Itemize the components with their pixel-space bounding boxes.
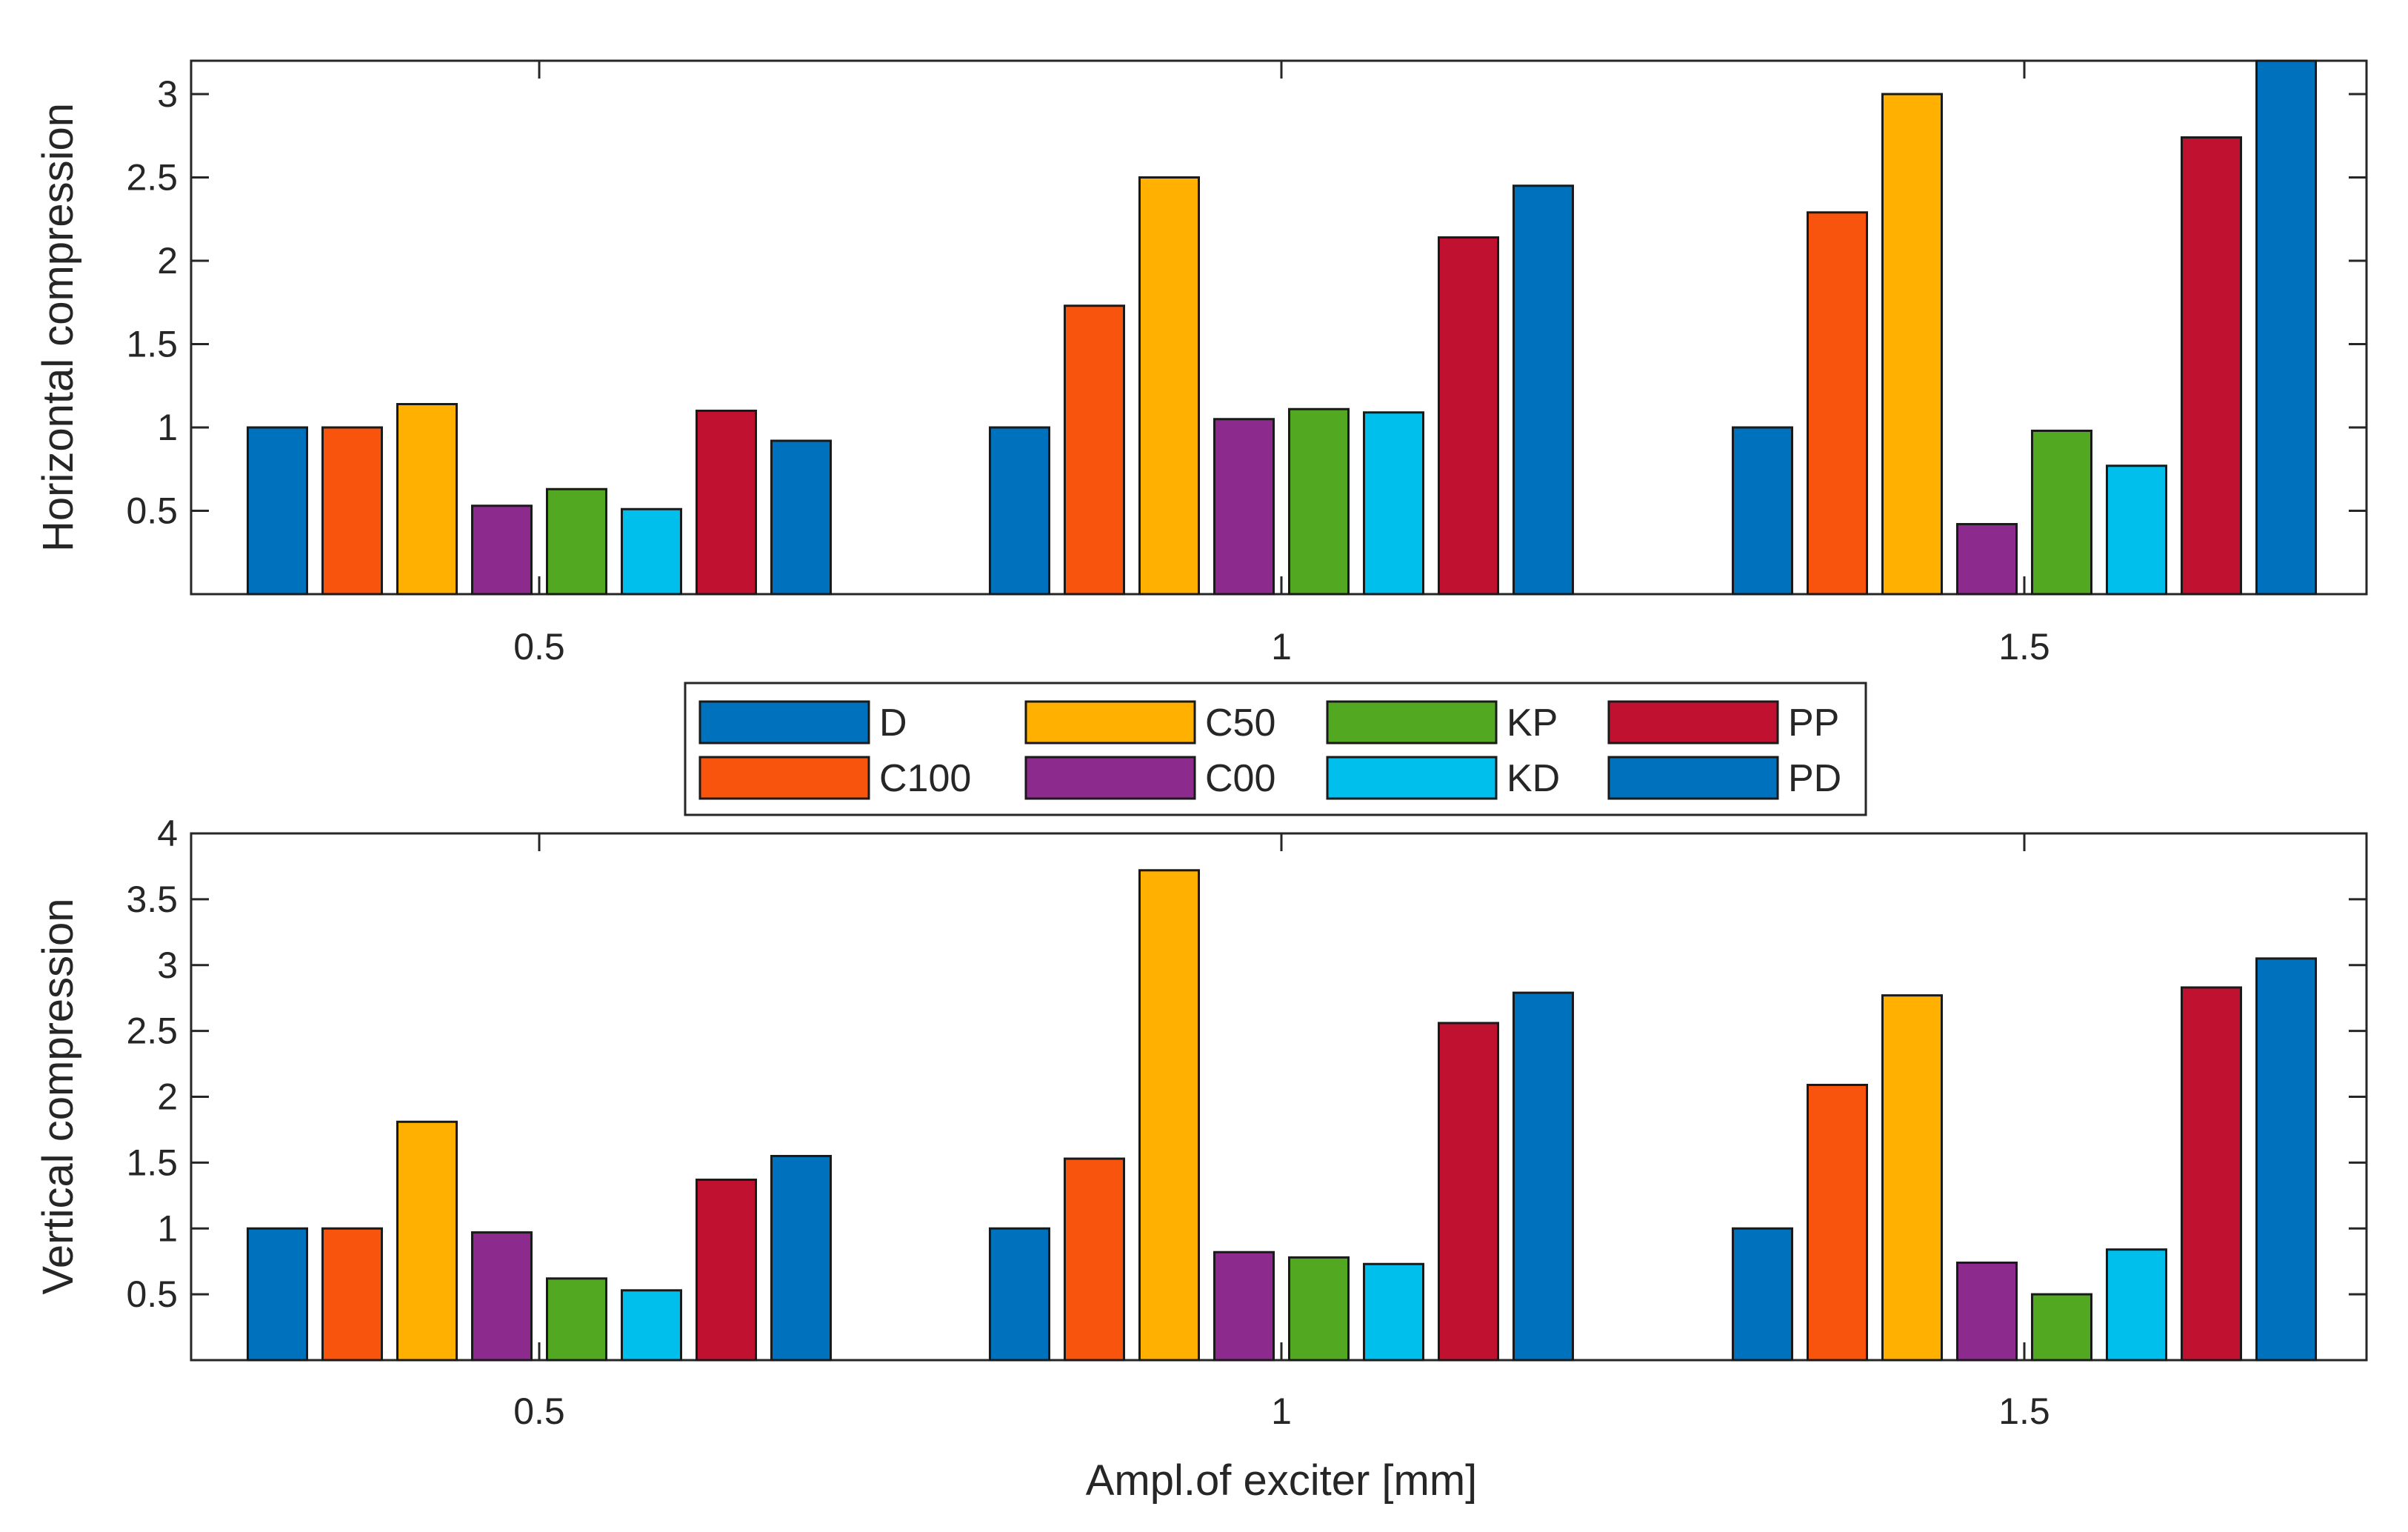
bar-c00-1	[1213, 418, 1275, 596]
legend-label-kd: KD	[1507, 757, 1560, 800]
bar-pp-0.5	[696, 1178, 757, 1362]
y-tick-label: 4	[157, 813, 178, 854]
legend-label-pd: PD	[1788, 757, 1841, 800]
bar-pp-1	[1438, 236, 1499, 596]
bar-kp-0.5	[546, 487, 607, 596]
legend-label-c50: C50	[1205, 702, 1275, 745]
bar-kd-0.5	[621, 507, 682, 596]
legend-label-c100: C100	[879, 757, 971, 800]
bar-kp-1	[1288, 407, 1350, 596]
bar-d-1.5	[1732, 1227, 1793, 1362]
bar-kp-0.5	[546, 1277, 607, 1362]
y-tick-label: 2	[157, 1076, 178, 1118]
bar-c50-1.5	[1881, 93, 1943, 596]
legend-swatch-pd	[1607, 756, 1779, 800]
legend: D C100 C50 C00 KP KD PP PD	[684, 682, 1867, 816]
bar-kp-1	[1288, 1256, 1350, 1362]
legend-label-kp: KP	[1507, 702, 1558, 745]
horizontal-compression-panel: 0.5 1 1.5 2 2.5 3 0.5 1 1.5 Horizontal compressio…	[34, 59, 2368, 667]
bar-d-0.5	[247, 1227, 308, 1362]
bar-kd-1.5	[2106, 1248, 2167, 1362]
legend-swatch-c100	[698, 756, 870, 800]
bar-kd-0.5	[621, 1289, 682, 1362]
x-axis-label: Ampl.of exciter [mm]	[1086, 1456, 1478, 1505]
x-tick-label: 1	[1271, 626, 1292, 667]
bar-c50-1.5	[1881, 994, 1943, 1362]
bar-pd-1	[1512, 991, 1574, 1362]
x-tick-label: 1.5	[1998, 626, 2050, 667]
x-tick-label: 1	[1271, 1391, 1292, 1432]
bar-c00-1.5	[1956, 1261, 2018, 1362]
bar-pp-1.5	[2181, 136, 2242, 596]
bar-c00-1	[1213, 1250, 1275, 1362]
y-tick-label: 1	[157, 1208, 178, 1249]
bar-pd-0.5	[770, 439, 832, 596]
bar-pd-0.5	[770, 1154, 832, 1362]
y-axis-label: Horizontal compression	[34, 103, 82, 552]
y-tick-label: 0.5	[126, 1273, 178, 1315]
bar-pp-1	[1438, 1022, 1499, 1362]
y-tick-label: 1.5	[126, 1142, 178, 1183]
legend-label-d: D	[879, 702, 907, 745]
x-tick-label: 1.5	[1998, 1391, 2050, 1432]
bar-d-1	[989, 1227, 1050, 1362]
y-tick-label: 2	[157, 240, 178, 282]
bar-c100-1	[1064, 1157, 1125, 1362]
bar-d-1.5	[1732, 426, 1793, 596]
bar-pp-0.5	[696, 410, 757, 596]
bar-c50-1	[1138, 176, 1200, 596]
bar-c100-0.5	[321, 426, 383, 596]
bar-pp-1.5	[2181, 986, 2242, 1362]
legend-swatch-c00	[1024, 756, 1196, 800]
bar-c100-1	[1064, 304, 1125, 596]
legend-swatch-d	[698, 700, 870, 745]
y-tick-label: 0.5	[126, 490, 178, 532]
bar-kd-1	[1363, 1262, 1424, 1362]
bar-pd-1.5	[2255, 957, 2317, 1362]
bar-c100-1.5	[1807, 211, 1868, 596]
bar-c50-0.5	[396, 1120, 458, 1362]
bar-c00-0.5	[471, 504, 533, 596]
legend-swatch-c50	[1024, 700, 1196, 745]
bar-c00-1.5	[1956, 523, 2018, 596]
bar-kd-1.5	[2106, 464, 2167, 596]
x-tick-label: 0.5	[513, 626, 565, 667]
bar-pd-1.5	[2255, 59, 2317, 596]
legend-swatch-kp	[1326, 700, 1498, 745]
bar-c100-0.5	[321, 1227, 383, 1362]
bar-pd-1	[1512, 184, 1574, 596]
legend-label-c00: C00	[1205, 757, 1275, 800]
bar-kp-1.5	[2031, 430, 2092, 596]
x-tick-label: 0.5	[513, 1391, 565, 1432]
bar-c50-1	[1138, 869, 1200, 1362]
bar-d-0.5	[247, 426, 308, 596]
y-tick-label: 3	[157, 945, 178, 986]
y-tick-label: 2.5	[126, 157, 178, 199]
bar-c50-0.5	[396, 403, 458, 596]
y-tick-label: 2.5	[126, 1010, 178, 1052]
legend-swatch-pp	[1607, 700, 1779, 745]
legend-swatch-kd	[1326, 756, 1498, 800]
y-tick-label: 1.5	[126, 324, 178, 365]
bar-c100-1.5	[1807, 1084, 1868, 1362]
bar-c00-0.5	[471, 1231, 533, 1362]
vertical-compression-panel: 0.5 1 1.5 2 2.5 3 3.5 4 0.5 1 1.5 Vertical compress…	[34, 813, 2368, 1432]
bar-kd-1	[1363, 411, 1424, 596]
y-tick-label: 3.5	[126, 879, 178, 920]
legend-label-pp: PP	[1788, 702, 1839, 745]
y-tick-label: 3	[157, 73, 178, 115]
y-axis-label: Vertical compression	[34, 898, 82, 1294]
bar-kp-1.5	[2031, 1293, 2092, 1362]
y-tick-label: 1	[157, 407, 178, 448]
bar-d-1	[989, 426, 1050, 596]
